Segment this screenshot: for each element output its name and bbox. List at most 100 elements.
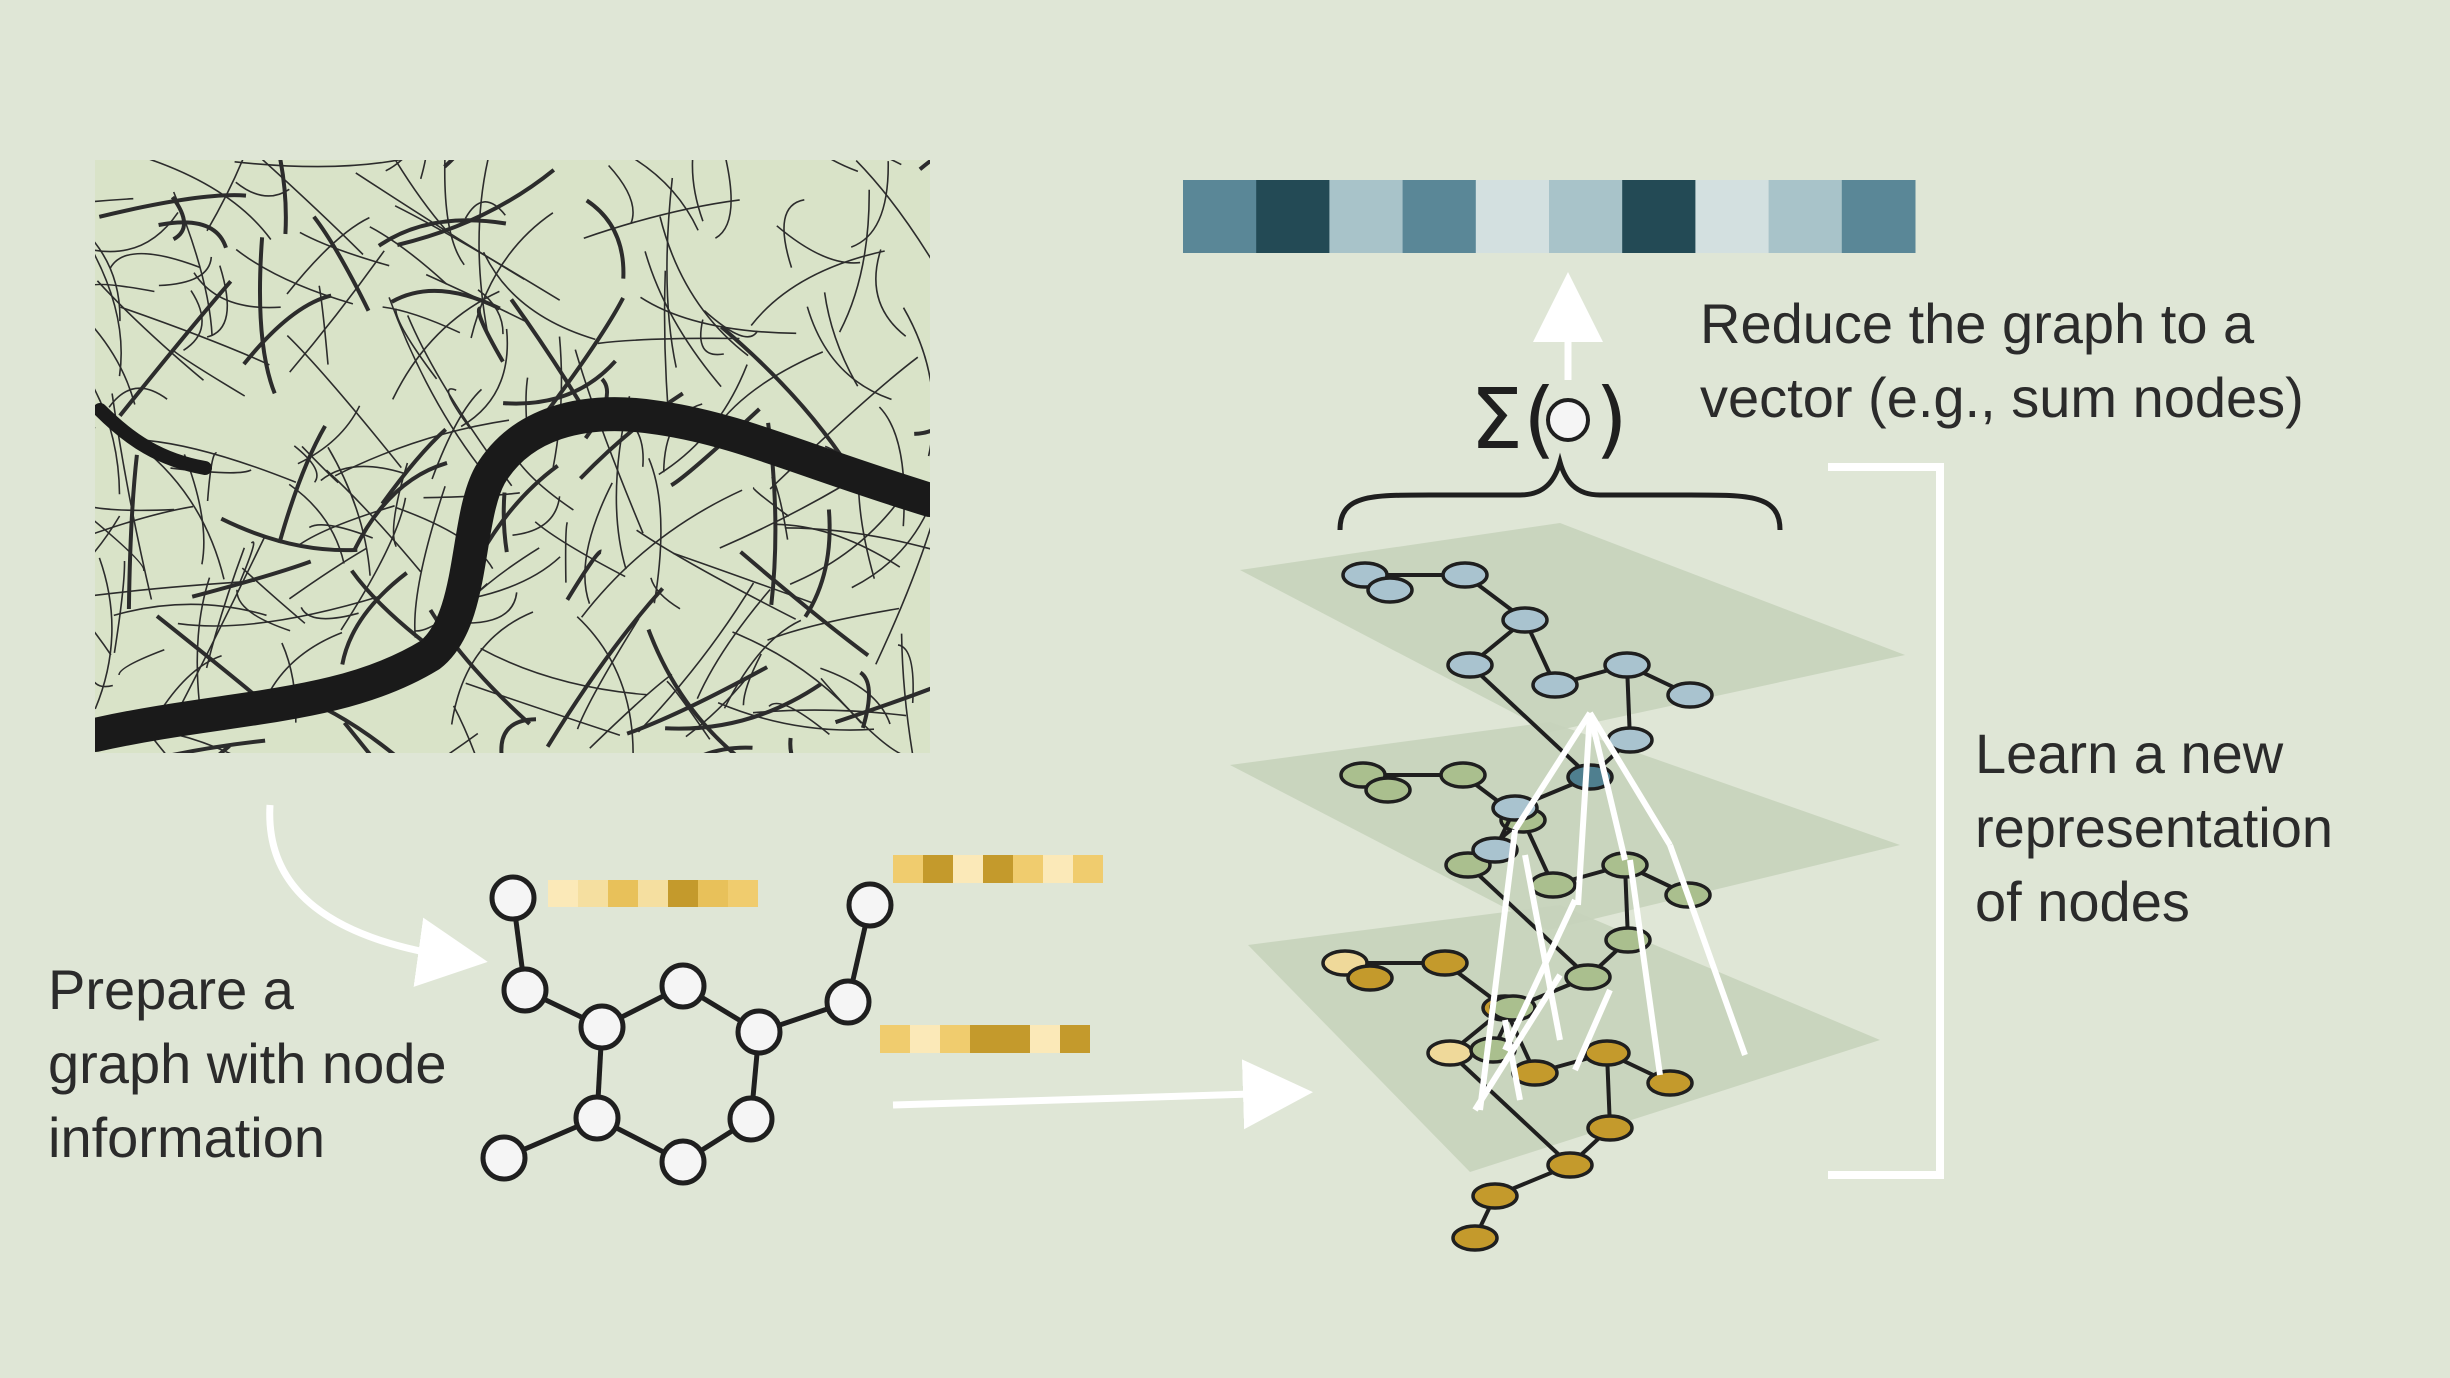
map-road	[771, 476, 789, 540]
map-road	[664, 682, 822, 731]
map-road	[470, 212, 554, 339]
map-road	[120, 306, 270, 366]
map-road	[788, 737, 794, 753]
feature-cell	[880, 1025, 910, 1053]
label-prepare-graph: Prepare a graph with node information	[48, 953, 447, 1175]
map-road	[482, 251, 596, 341]
input-graph	[480, 874, 894, 1186]
map-road	[95, 197, 134, 203]
gnn-layer	[1230, 722, 1900, 1064]
map-road	[634, 160, 699, 231]
graph-node	[501, 966, 549, 1014]
map-road	[320, 465, 407, 482]
map-road	[897, 644, 914, 704]
map-road	[266, 631, 343, 697]
graph-node	[824, 978, 872, 1026]
map-road	[714, 160, 732, 239]
map-road	[95, 506, 175, 512]
vector-cell	[1329, 180, 1404, 253]
map-road	[419, 160, 427, 180]
map-road	[238, 541, 255, 585]
map-road	[534, 521, 626, 578]
map-road	[640, 296, 797, 335]
map-road	[95, 557, 113, 710]
map-road	[179, 537, 266, 707]
layer-node	[1439, 761, 1487, 789]
map-road	[565, 549, 603, 601]
map-road	[914, 428, 930, 436]
map-road	[719, 485, 843, 549]
vector-cell	[1183, 180, 1257, 253]
label-reduce-line-1: Reduce the graph to a	[1700, 292, 2255, 355]
map-road	[775, 523, 901, 568]
map-road	[584, 482, 613, 604]
map-road	[666, 177, 677, 368]
feature-cell	[698, 880, 728, 907]
aggregation-line	[1522, 854, 1563, 1041]
map-road	[394, 205, 561, 301]
map-road	[96, 280, 205, 381]
map-road	[608, 164, 634, 224]
map-road	[501, 492, 509, 553]
feature-cell	[1013, 855, 1043, 883]
map-road	[278, 160, 288, 235]
map-road	[394, 160, 448, 232]
map-road	[465, 682, 621, 736]
layer-node	[1446, 651, 1494, 679]
map-road	[834, 686, 930, 725]
map-road	[460, 328, 509, 428]
feature-cell	[953, 855, 983, 883]
map-road	[327, 446, 371, 576]
map-road	[443, 160, 455, 169]
map-road	[296, 505, 395, 547]
map-road	[784, 527, 930, 550]
map-road	[583, 199, 740, 239]
aggregation-line	[1587, 711, 1673, 847]
map-road	[742, 653, 762, 706]
vector-cell	[1549, 180, 1623, 253]
map-road	[696, 588, 771, 700]
map-road	[146, 439, 297, 484]
feature-cell	[608, 880, 638, 907]
map-road	[380, 427, 448, 505]
layer-node	[1546, 1151, 1594, 1179]
layer-edge	[1448, 1051, 1572, 1167]
map-road	[552, 336, 563, 468]
vector-cell	[1256, 180, 1330, 253]
sum-node	[1546, 398, 1590, 442]
map-road	[318, 285, 329, 365]
label-learn-line-1: Learn a new	[1975, 722, 2284, 785]
layer-node	[1471, 1182, 1519, 1210]
layer-node	[1366, 576, 1414, 604]
map-road	[691, 160, 704, 222]
map-road	[95, 253, 122, 377]
map-road	[448, 732, 479, 753]
feature-cell	[638, 880, 668, 907]
map-road	[576, 618, 640, 730]
map-road	[196, 577, 211, 704]
map-road	[118, 279, 233, 417]
map-road	[585, 198, 626, 279]
label-prepare-line-3: information	[48, 1106, 326, 1169]
layer-plane	[1248, 905, 1880, 1172]
layer-plane	[1240, 523, 1905, 732]
layer-node	[1603, 651, 1651, 679]
graph-node	[659, 962, 707, 1010]
vector-cell	[1475, 180, 1550, 253]
map-road	[512, 496, 561, 536]
layer-node	[1646, 1069, 1694, 1097]
map-road	[803, 509, 832, 618]
graph-node	[489, 874, 537, 922]
map-road	[355, 172, 525, 280]
map-road	[450, 611, 534, 725]
map-road	[158, 220, 228, 249]
gnn-layer	[1248, 905, 1880, 1252]
map-road	[564, 522, 569, 583]
brace	[1337, 452, 1783, 531]
map-road	[900, 633, 914, 753]
map-road	[576, 616, 634, 753]
graph-node	[659, 1138, 707, 1186]
feature-cell	[970, 1025, 1000, 1053]
map-road	[236, 589, 291, 632]
